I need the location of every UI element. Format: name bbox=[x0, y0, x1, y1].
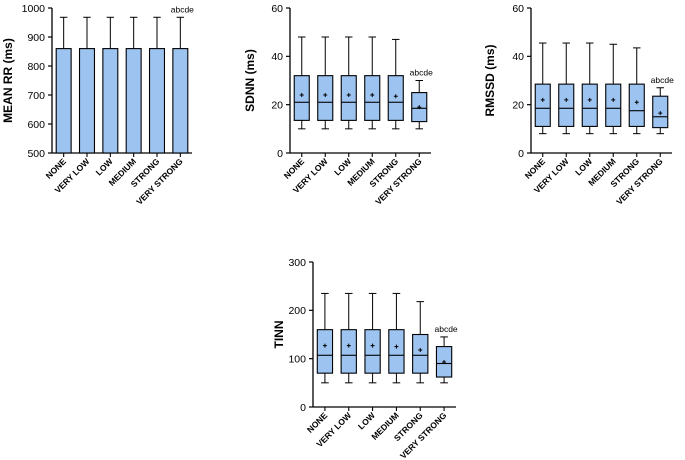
sdnn-box-strong-mean-marker bbox=[393, 94, 398, 99]
tinn-significance-label: abcde bbox=[434, 324, 457, 334]
tinn-box-low-mean-marker bbox=[370, 343, 375, 348]
sdnn-box-none bbox=[293, 75, 310, 121]
sdnn-box-very-low-mean-marker bbox=[323, 93, 328, 97]
tinn-box-none bbox=[316, 329, 334, 374]
sdnn-y-tick-label: 20 bbox=[271, 99, 283, 111]
tinn-box-low bbox=[364, 329, 381, 374]
tinn-box-very-low bbox=[340, 329, 357, 374]
mean-rr-bar-none bbox=[55, 48, 72, 154]
sdnn-box-medium bbox=[364, 75, 381, 121]
tinn-box-strong bbox=[412, 333, 429, 374]
tinn-box-strong-mean-marker bbox=[418, 347, 423, 352]
mean-rr-bar-medium bbox=[125, 48, 142, 154]
tinn-box-very-strong-mean-marker bbox=[442, 360, 447, 365]
mean-rr-y-tick-label: 900 bbox=[27, 32, 45, 44]
mean-rr-y-tick-label: 1000 bbox=[22, 3, 46, 15]
rmssd-box-medium bbox=[605, 83, 622, 127]
mean-rr-bar-low bbox=[102, 48, 119, 154]
mean-rr-bar-very-strong bbox=[172, 48, 189, 154]
tinn-y-tick-label: 100 bbox=[288, 353, 306, 365]
rmssd-box-none-mean-marker bbox=[540, 97, 545, 102]
rmssd-y-tick-label: 20 bbox=[512, 99, 524, 111]
mean-rr-y-tick-label: 500 bbox=[27, 148, 45, 160]
rmssd-box-low-mean-marker bbox=[587, 97, 592, 102]
sdnn-y-tick-label: 0 bbox=[277, 148, 283, 160]
mean-rr-bar-strong bbox=[148, 48, 166, 154]
rmssd-box-none bbox=[534, 83, 551, 127]
tinn-box-medium bbox=[388, 329, 405, 374]
rmssd-y-axis-label: RMSSD (ms) bbox=[483, 44, 497, 116]
mean-rr-y-tick-label: 800 bbox=[27, 61, 45, 73]
sdnn-box-medium-mean-marker bbox=[370, 93, 375, 97]
sdnn-y-axis-label: SDNN (ms) bbox=[243, 49, 257, 112]
rmssd-box-strong bbox=[628, 83, 645, 127]
sdnn-box-low-mean-marker bbox=[346, 93, 351, 97]
sdnn-box-none-mean-marker bbox=[299, 93, 304, 97]
tinn-box-medium-mean-marker bbox=[394, 344, 399, 349]
tinn-box-very-low-mean-marker bbox=[346, 343, 351, 348]
tinn-y-tick-label: 0 bbox=[300, 402, 306, 414]
rmssd-y-tick-label: 40 bbox=[512, 51, 524, 63]
rmssd-y-tick-label: 0 bbox=[518, 148, 524, 160]
rmssd-box-strong-mean-marker bbox=[634, 100, 639, 105]
sdnn-y-tick-label: 60 bbox=[271, 3, 283, 15]
mean-rr-bar-very-low bbox=[78, 48, 96, 154]
mean-rr-y-tick-label: 600 bbox=[27, 119, 45, 131]
rmssd-box-very-low bbox=[558, 83, 575, 127]
rmssd-significance-label: abcde bbox=[651, 75, 674, 85]
rmssd-box-very-low-mean-marker bbox=[564, 97, 569, 102]
mean-rr-significance-label: abcde bbox=[171, 4, 194, 14]
sdnn-box-low bbox=[340, 75, 357, 121]
tinn-y-axis-label: TINN bbox=[272, 321, 286, 349]
sdnn-y-tick-label: 40 bbox=[271, 51, 283, 63]
sdnn-box-very-low bbox=[317, 75, 334, 121]
sdnn-box-very-strong-mean-marker bbox=[417, 105, 422, 110]
rmssd-box-low bbox=[581, 83, 598, 127]
rmssd-box-medium-mean-marker bbox=[611, 97, 616, 102]
rmssd-box-very-strong-mean-marker bbox=[658, 111, 663, 116]
rmssd-y-tick-label: 60 bbox=[512, 3, 524, 15]
tinn-y-tick-label: 200 bbox=[288, 305, 306, 317]
mean-rr-y-tick-label: 700 bbox=[27, 90, 45, 102]
tinn-x-tick-label-low: LOW bbox=[356, 410, 378, 432]
tinn-box-none-mean-marker bbox=[322, 343, 327, 348]
tinn-y-tick-label: 300 bbox=[288, 257, 306, 269]
sdnn-significance-label: abcde bbox=[410, 68, 433, 78]
mean-rr-y-axis-label: MEAN RR (ms) bbox=[1, 38, 15, 123]
